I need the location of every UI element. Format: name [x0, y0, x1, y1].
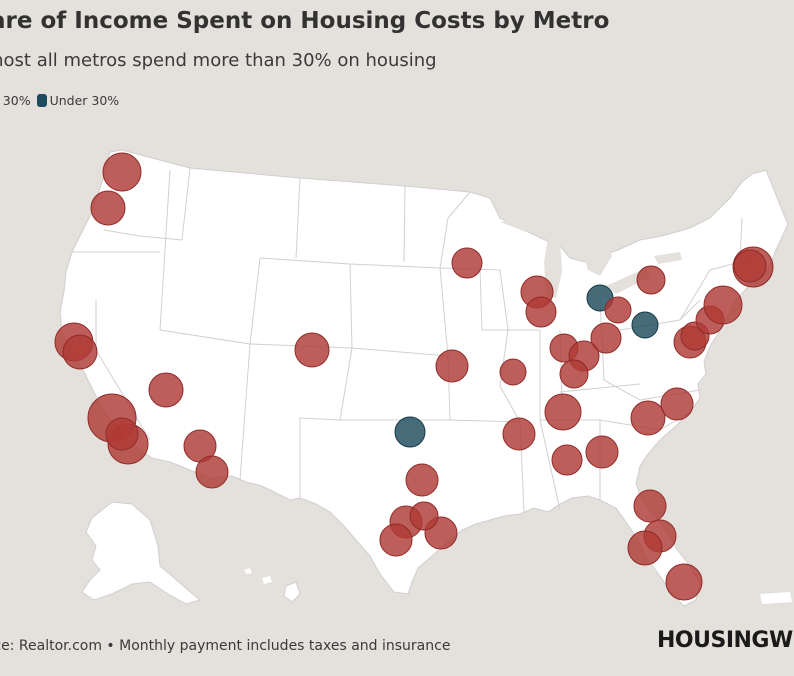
metro-marker-louisville — [559, 359, 589, 389]
puerto-rico-shape — [760, 592, 792, 604]
metro-marker-atlanta — [585, 435, 619, 469]
metro-marker-miami — [665, 563, 703, 601]
lake-superior — [500, 214, 578, 232]
legend-label-under: Under 30% — [49, 93, 120, 108]
hawaii-island — [283, 581, 301, 603]
metro-marker-birmingham — [551, 444, 583, 476]
metro-marker-charlotte — [630, 400, 666, 436]
metro-marker-jacksonville — [633, 489, 667, 523]
lake-ontario — [654, 252, 682, 264]
legend: er 30% Under 30% — [0, 93, 125, 108]
metro-marker-seattle — [102, 152, 142, 192]
hawaii-islet-2 — [244, 568, 252, 574]
source-note: rce: Realtor.com • Monthly payment inclu… — [0, 638, 451, 654]
hawaii-islet-1 — [262, 576, 272, 584]
metro-marker-oklahoma-city — [405, 463, 439, 497]
metro-marker-st-louis — [394, 416, 426, 448]
metro-marker-pittsburgh — [631, 311, 659, 339]
state-borders — [72, 167, 761, 513]
metro-marker-chicago — [525, 296, 557, 328]
metro-marker-sacramento — [148, 372, 184, 408]
metro-marker-columbus — [590, 322, 622, 354]
lake-huron — [574, 236, 612, 276]
chart-title: are of Income Spent on Housing Costs by … — [0, 8, 610, 34]
metro-marker-san-diego — [105, 417, 139, 451]
metro-marker-kansas-city — [499, 358, 527, 386]
metro-marker-nashville — [544, 393, 582, 431]
alaska-shape — [81, 501, 202, 605]
legend-item-over: er 30% — [0, 93, 31, 108]
metro-markers — [54, 152, 774, 601]
metro-marker-san-jose — [62, 334, 98, 370]
legend-label-over: er 30% — [0, 93, 31, 108]
metro-marker-houston — [409, 501, 439, 531]
metro-marker-denver — [451, 247, 483, 279]
metro-marker-memphis — [502, 417, 536, 451]
metro-marker-buffalo — [636, 265, 666, 295]
legend-swatch-under — [36, 94, 47, 107]
metro-marker-raleigh — [660, 387, 694, 421]
metro-marker-philadelphia — [703, 285, 743, 325]
metro-marker-tampa — [627, 530, 663, 566]
metro-marker-minneapolis — [435, 349, 469, 383]
chart-subtitle: most all metros spend more than 30% on h… — [0, 50, 437, 71]
metro-marker-boston — [733, 249, 767, 283]
legend-item-under: Under 30% — [36, 93, 120, 108]
metro-marker-cleveland — [604, 296, 632, 324]
metro-marker-san-antonio — [379, 523, 413, 557]
brand-logo: HOUSINGWI — [657, 628, 794, 653]
metro-marker-tucson — [294, 332, 330, 368]
metro-marker-phoenix — [195, 455, 229, 489]
metro-marker-portland — [90, 190, 126, 226]
